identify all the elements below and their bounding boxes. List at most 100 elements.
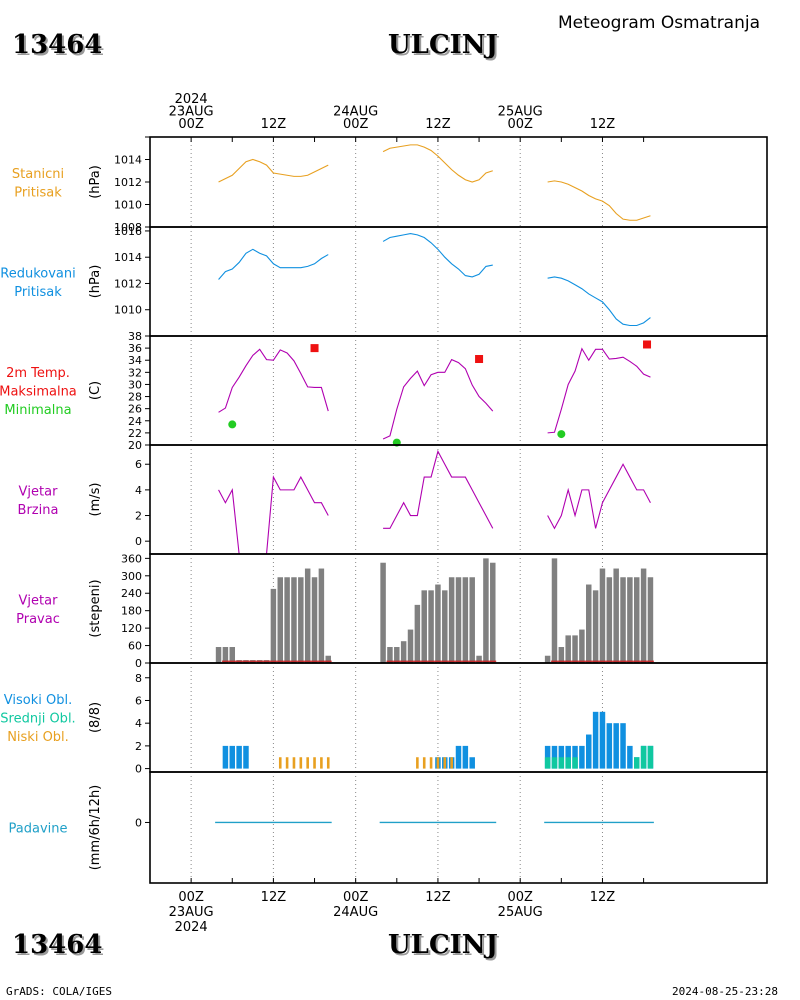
bar	[606, 577, 613, 663]
bar	[634, 757, 640, 769]
time-tick-label-bottom: 25AUG	[498, 905, 543, 920]
footer-timestamp: 2024-08-25-23:28	[672, 985, 778, 998]
panel-frame	[149, 226, 768, 337]
y-axis-unit-label: (C)	[88, 381, 103, 400]
min-temp-marker	[557, 430, 566, 439]
footer-source: GrADS: COLA/IGES	[6, 985, 112, 998]
time-tick-label-bottom: 12Z	[590, 890, 616, 905]
bar	[318, 568, 325, 663]
bar	[613, 723, 619, 769]
series-line	[382, 233, 493, 278]
bar	[421, 590, 427, 663]
max-temp-marker	[475, 355, 484, 364]
y-tick-label: 34	[128, 354, 142, 367]
bar	[565, 635, 571, 663]
y-tick-label: 120	[121, 622, 142, 635]
time-tick-label-top: 24AUG	[333, 105, 378, 120]
panel-wind-direction: 0 60 120 180 240 300 360 (stepeni) Vjetar Pravac	[16, 552, 768, 670]
bar	[292, 757, 296, 769]
bar	[407, 629, 414, 663]
panel-label-line: Pritisak	[14, 185, 62, 200]
y-tick-label: 6	[135, 694, 142, 707]
y-axis-unit-label: (mm/6h/12h)	[88, 785, 103, 871]
y-axis-unit-label: (8/8)	[88, 702, 103, 733]
bar	[592, 711, 599, 769]
bar	[579, 745, 585, 769]
bar	[416, 757, 419, 769]
panel-label-line: Visoki Obl.	[4, 693, 72, 708]
bar	[429, 757, 433, 769]
y-tick-label: 1016	[114, 225, 142, 238]
bar	[490, 562, 496, 663]
y-tick-label: 20	[128, 439, 142, 452]
bar	[627, 577, 633, 663]
y-tick-label: 24	[128, 415, 142, 428]
y-tick-label: 0	[135, 763, 142, 776]
bar	[215, 647, 222, 663]
y-tick-label: 0	[135, 535, 142, 548]
panel-frame	[149, 771, 768, 884]
bar	[558, 757, 565, 769]
y-axis-unit-label: (hPa)	[88, 165, 103, 199]
y-axis-unit-label: (hPa)	[88, 265, 103, 299]
bar	[326, 757, 330, 769]
panel-clouds: 0 2 4 6 8 (8/8) Visoki Obl. Srednji Obl. Niski O…	[0, 662, 768, 776]
y-tick-label: 22	[128, 427, 142, 440]
bar	[277, 577, 283, 663]
y-tick-label: 38	[128, 330, 142, 343]
time-tick-label-bottom: 24AUG	[333, 905, 378, 920]
panel-station-pressure: 1008 1010 1012 1014 (hPa) Stanicni Pritisak	[12, 136, 768, 234]
time-tick-label-top: 00Z	[178, 117, 204, 132]
bar	[455, 745, 462, 769]
bar	[572, 757, 578, 769]
bar	[462, 745, 469, 769]
series-line	[547, 463, 651, 530]
time-tick-label-bottom: 00Z	[507, 890, 533, 905]
y-tick-label: 2	[135, 510, 142, 523]
bar	[455, 577, 462, 663]
bar	[599, 711, 606, 769]
y-tick-label: 0	[135, 657, 142, 670]
bar	[435, 584, 441, 663]
panel-label-line: Maksimalna	[0, 385, 77, 400]
bar	[428, 590, 434, 663]
bar	[311, 577, 318, 663]
bar	[476, 655, 482, 663]
station-name-top: ULCINJ	[388, 30, 498, 60]
bar	[613, 568, 619, 663]
panel-frame	[149, 136, 768, 228]
y-tick-label: 6	[135, 458, 142, 471]
panel-label-line: 2m Temp.	[6, 366, 70, 381]
bar	[551, 558, 558, 663]
time-tick-label-top: 12Z	[261, 117, 287, 132]
bar	[229, 745, 236, 769]
panel-label-line: Pritisak	[14, 285, 62, 300]
panel-label-line: Stanicni	[12, 167, 64, 182]
y-tick-label: 1012	[114, 176, 142, 189]
y-tick-label: 1014	[114, 251, 142, 264]
bar	[443, 757, 447, 769]
bar	[620, 577, 626, 663]
bar	[291, 577, 297, 663]
bar	[285, 757, 289, 769]
bar	[579, 629, 585, 663]
y-tick-label: 26	[128, 403, 142, 416]
bar	[436, 757, 440, 769]
max-temp-marker	[310, 344, 319, 353]
series-line	[218, 158, 329, 183]
bar	[278, 757, 282, 769]
y-tick-label: 1010	[114, 199, 142, 212]
y-tick-label: 4	[135, 717, 142, 730]
bar	[387, 647, 393, 663]
bar	[544, 757, 551, 769]
series-line	[382, 358, 494, 440]
bar	[551, 757, 558, 769]
panel-frame	[149, 335, 768, 446]
station-name-bottom: ULCINJ	[388, 930, 498, 960]
y-tick-label: 180	[121, 605, 142, 618]
bar	[422, 757, 426, 769]
series-line	[547, 180, 651, 221]
y-tick-label: 1014	[114, 154, 142, 167]
bar	[414, 604, 421, 663]
